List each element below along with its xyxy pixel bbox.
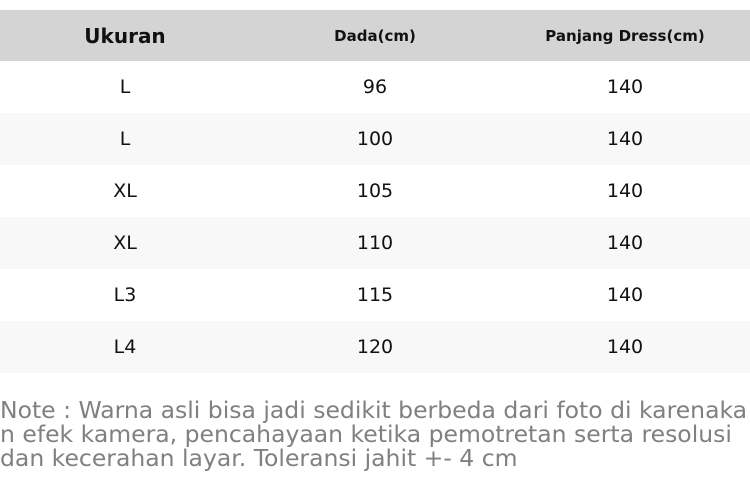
cell-dada: 100	[250, 113, 500, 165]
size-chart-table: Ukuran Dada(cm) Panjang Dress(cm) L 96 140…	[0, 10, 750, 373]
header-ukuran: Ukuran	[0, 10, 250, 61]
table-row: XL 110 140	[0, 217, 750, 269]
table-row: L4 120 140	[0, 321, 750, 373]
header-dada: Dada(cm)	[250, 10, 500, 61]
table-row: L 96 140	[0, 61, 750, 113]
cell-panjang-dress: 140	[606, 76, 644, 98]
cell-panjang-dress: 140	[500, 321, 750, 373]
cell-dada: 110	[250, 217, 500, 269]
cell-ukuran: L4	[0, 321, 250, 373]
cell-ukuran: L	[119, 76, 131, 98]
cell-panjang-dress: 140	[606, 284, 644, 306]
note-text: Note : Warna asli bisa jadi sedikit berb…	[0, 396, 748, 472]
cell-dada: 115	[356, 284, 394, 306]
cell-ukuran: XL	[0, 217, 250, 269]
cell-dada: 120	[250, 321, 500, 373]
cell-ukuran: XL	[113, 180, 137, 202]
cell-dada: 96	[362, 76, 388, 98]
table-row: XL 105 140	[0, 165, 750, 217]
table-row: L3 115 140	[0, 269, 750, 321]
table-row: L 100 140	[0, 113, 750, 165]
cell-dada: 105	[356, 180, 394, 202]
header-panjang-dress: Panjang Dress(cm)	[500, 10, 750, 61]
cell-ukuran: L	[0, 113, 250, 165]
cell-panjang-dress: 140	[500, 217, 750, 269]
cell-ukuran: L3	[113, 284, 137, 306]
cell-panjang-dress: 140	[606, 180, 644, 202]
table-header-row: Ukuran Dada(cm) Panjang Dress(cm)	[0, 10, 750, 61]
cell-panjang-dress: 140	[500, 113, 750, 165]
